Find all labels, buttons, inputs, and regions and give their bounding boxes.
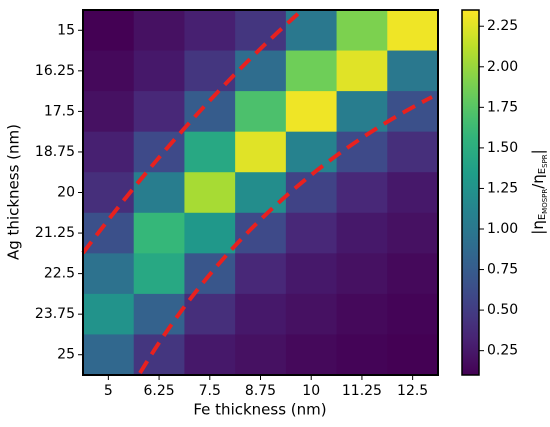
cell — [336, 131, 388, 173]
cell — [184, 50, 236, 92]
heatmap — [83, 10, 439, 376]
x-tick-label: 8.75 — [245, 383, 276, 399]
cell — [285, 293, 338, 335]
label-part: /η — [529, 174, 547, 189]
colorbar-tick-label: 1.50 — [487, 140, 518, 156]
cell — [235, 172, 287, 214]
cell — [285, 50, 338, 92]
cell — [133, 91, 185, 133]
cell — [184, 91, 236, 133]
cell — [336, 91, 388, 133]
x-tick-label: 7.5 — [199, 383, 221, 399]
y-axis-label: Ag thickness (nm) — [5, 124, 23, 260]
y-tick-label: 18.75 — [35, 144, 75, 160]
cell — [235, 91, 287, 133]
cell — [83, 172, 135, 214]
colorbar-tick-label: 2.25 — [487, 18, 518, 34]
colorbar-tick-label: 1.25 — [487, 180, 518, 196]
cell — [336, 293, 388, 335]
label-part: E — [537, 214, 548, 220]
x-tick-label: 10 — [302, 383, 320, 399]
y-tick-label: 20 — [57, 185, 75, 201]
cell — [133, 212, 185, 254]
y-tick-label: 15 — [57, 22, 75, 38]
y-tick-label: 25 — [57, 347, 75, 363]
dashed-curve — [138, 95, 433, 375]
colorbar-tick-label: 1.75 — [487, 99, 518, 115]
cell — [83, 334, 135, 376]
cell — [387, 253, 439, 295]
cell — [83, 253, 135, 295]
x-tick-label: 11.25 — [342, 383, 382, 399]
cell — [235, 212, 287, 254]
cell — [83, 91, 135, 133]
cell — [184, 131, 236, 173]
x-tick-label: 6.25 — [143, 383, 174, 399]
cell — [285, 172, 338, 214]
cell — [387, 10, 439, 52]
cell — [235, 50, 287, 92]
cell — [184, 212, 236, 254]
cell — [336, 212, 388, 254]
colorbar — [461, 9, 480, 376]
cell — [336, 253, 388, 295]
cell — [235, 253, 287, 295]
cell — [83, 293, 135, 335]
colorbar-tick-label: 1.00 — [487, 221, 518, 237]
cell — [336, 50, 388, 92]
cell — [235, 334, 287, 376]
label-part: MOSPR — [541, 189, 549, 214]
x-tick-label: 12.5 — [397, 383, 428, 399]
cell — [83, 212, 135, 254]
cell — [285, 91, 338, 133]
cell — [83, 10, 135, 52]
cell — [83, 50, 135, 92]
y-tick-label: 23.75 — [35, 306, 75, 322]
cell — [184, 172, 236, 214]
cell — [387, 334, 439, 376]
colorbar-label: |ηEMOSPR/ηESPR| — [529, 149, 550, 234]
colorbar-tick-label: 0.25 — [487, 343, 518, 359]
cell — [133, 50, 185, 92]
label-part: | — [529, 149, 547, 154]
cell — [336, 172, 388, 214]
cell — [285, 334, 338, 376]
cell — [235, 293, 287, 335]
cell — [336, 334, 388, 376]
cell — [387, 50, 439, 92]
cell — [133, 131, 185, 173]
cell — [285, 131, 338, 173]
cell — [184, 10, 236, 52]
cell — [133, 253, 185, 295]
cell — [387, 172, 439, 214]
cell — [336, 10, 388, 52]
cell — [285, 253, 338, 295]
colorbar-tick-label: 2.00 — [487, 59, 518, 75]
cell — [184, 293, 236, 335]
label-part: |η — [529, 220, 547, 235]
cell — [133, 10, 185, 52]
cell — [83, 131, 135, 173]
cell — [184, 334, 236, 376]
cell — [387, 131, 439, 173]
cell — [387, 293, 439, 335]
cell — [235, 131, 287, 173]
y-tick-label: 17.5 — [44, 103, 75, 119]
label-part: SPR — [541, 154, 549, 168]
x-axis-label: Fe thickness (nm) — [193, 401, 326, 419]
colorbar-tick-label: 0.75 — [487, 262, 518, 278]
label-part: E — [537, 168, 548, 174]
y-tick-label: 22.5 — [44, 266, 75, 282]
x-tick-label: 5 — [104, 383, 113, 399]
y-tick-label: 21.25 — [35, 225, 75, 241]
colorbar-tick-label: 0.50 — [487, 302, 518, 318]
dashed-curve — [81, 10, 302, 255]
cell — [387, 212, 439, 254]
y-tick-label: 16.25 — [35, 63, 75, 79]
cell — [285, 212, 338, 254]
